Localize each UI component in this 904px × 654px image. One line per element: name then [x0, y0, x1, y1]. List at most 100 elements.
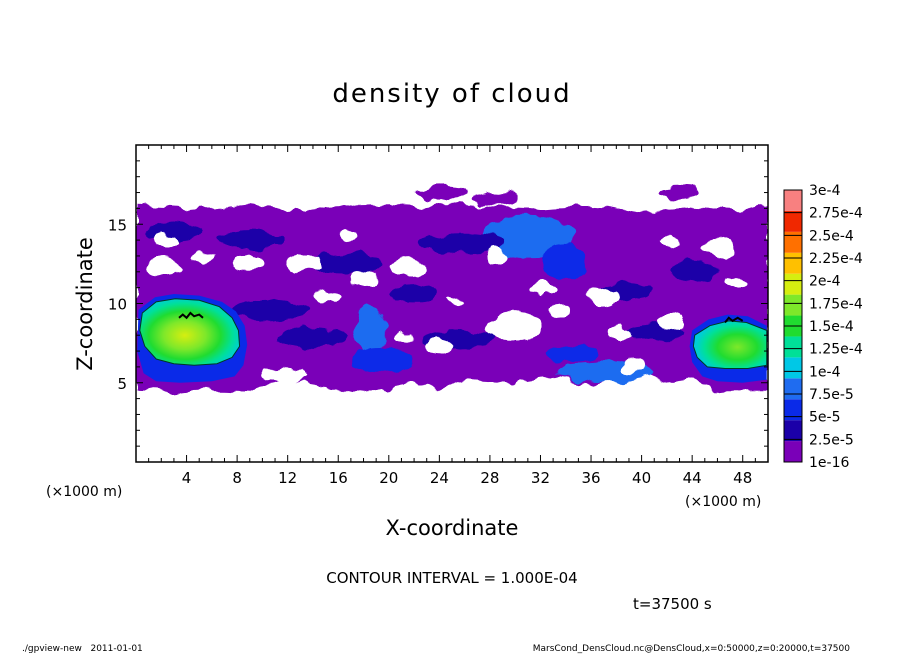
contour-lines	[178, 311, 744, 324]
y-tick-labels: 5 10 15	[108, 216, 127, 393]
clear-hole	[156, 233, 179, 247]
right-core	[689, 314, 768, 383]
colorbar-label: 1e-16	[809, 455, 849, 471]
clear-hole	[656, 236, 677, 247]
clear-hole	[530, 282, 556, 296]
clear-hole	[192, 249, 216, 263]
x-tick-label: 32	[531, 469, 550, 487]
colorbar-label: 2.5e-4	[809, 228, 854, 244]
y-tick-label: 15	[108, 216, 127, 234]
blue-patch	[666, 262, 718, 282]
x-tick-label: 28	[480, 469, 499, 487]
colorbar-swatch	[784, 252, 802, 274]
colorbar-swatch	[784, 231, 802, 253]
clear-hole	[623, 360, 647, 374]
x-tick-label: 36	[581, 469, 600, 487]
purple-puff	[472, 192, 518, 206]
colorbar-swatch	[784, 210, 802, 232]
clear-hole	[392, 259, 423, 275]
x-tick-label: 4	[182, 469, 192, 487]
purple-puff	[417, 185, 469, 200]
x-tick-label: 16	[329, 469, 348, 487]
footer-left: ./gpview-new 2011-01-01	[22, 644, 143, 654]
y-axis-label: Z-coordinate	[73, 237, 97, 371]
footer-right: MarsCond_DensCloud.nc@DensCloud,x=0:5000…	[533, 644, 850, 654]
contour-line	[724, 316, 744, 324]
blue-patch	[306, 252, 383, 275]
x-unit-left: (×1000 m)	[46, 484, 122, 500]
clear-hole	[393, 332, 412, 342]
clear-hole	[286, 255, 325, 272]
blue-patch	[354, 303, 386, 355]
colorbar-swatch	[784, 336, 802, 358]
blue-patch	[277, 328, 349, 348]
clear-hole	[585, 287, 622, 307]
clear-hole	[349, 271, 378, 288]
colorbar-swatch	[784, 378, 802, 400]
clear-hole	[701, 238, 734, 258]
clear-hole	[336, 230, 355, 241]
left-core	[137, 294, 248, 383]
contour-interval: CONTOUR INTERVAL = 1.000E-04	[326, 569, 577, 587]
x-tick-label: 44	[683, 469, 702, 487]
colorbar-swatch	[784, 399, 802, 421]
colorbar-swatch	[784, 190, 802, 211]
y-tick-label: 5	[117, 375, 127, 393]
clear-holes	[147, 230, 747, 383]
colorbar-label: 2.75e-4	[809, 206, 863, 222]
x-tick-label: 40	[632, 469, 651, 487]
colorbar-label: 1.5e-4	[809, 319, 854, 335]
blue-patch	[216, 230, 283, 250]
x-axis-label: X-coordinate	[386, 516, 519, 540]
field	[136, 185, 768, 393]
x-tick-label: 24	[430, 469, 449, 487]
clear-hole	[546, 305, 573, 318]
clear-hole	[484, 313, 546, 342]
chart-title: density of cloud	[332, 79, 571, 109]
colorbar-label: 5e-5	[809, 410, 840, 426]
colorbar-label: 1.25e-4	[809, 342, 863, 358]
purple-puff	[659, 186, 700, 199]
clear-hole	[261, 366, 307, 383]
x-tick-label: 48	[733, 469, 752, 487]
clear-hole	[232, 254, 263, 271]
blue-patch	[228, 300, 310, 320]
colorbar-label: 3e-4	[809, 183, 841, 199]
colorbar-label: 1.75e-4	[809, 296, 863, 312]
blue-patch	[349, 347, 416, 374]
blue-patch	[388, 286, 440, 302]
contour-line	[178, 311, 204, 320]
x-tick-label: 8	[232, 469, 242, 487]
colorbar-label: 2.5e-5	[809, 432, 854, 448]
clear-hole	[606, 324, 632, 340]
clear-hole	[424, 336, 455, 356]
colorbar-label: 2.25e-4	[809, 251, 863, 267]
clear-hole	[147, 257, 181, 277]
colorbar-swatch	[784, 357, 802, 379]
clear-hole	[482, 248, 508, 264]
left-core-inner	[139, 298, 241, 366]
colorbar-label: 2e-4	[809, 274, 841, 290]
blue-patch	[546, 344, 598, 361]
colorbar-label: 7.5e-5	[809, 387, 854, 403]
blue-filaments	[146, 214, 718, 383]
x-tick-labels: 4 8 12 16 20 24 28 32 36 40 44 48	[182, 469, 752, 487]
colorbar-swatch	[784, 420, 802, 442]
clear-hole	[312, 289, 339, 302]
colorbar: 3e-4 2.75e-4 2.5e-4 2.25e-4 2e-4 1.75e-4 1.5e-…	[783, 183, 863, 471]
clear-hole	[726, 278, 747, 288]
y-tick-label: 10	[108, 296, 127, 314]
x-tick-label: 20	[379, 469, 398, 487]
clear-hole	[655, 313, 686, 333]
colorbar-swatch	[784, 441, 802, 462]
x-tick-label: 12	[278, 469, 297, 487]
blue-patch	[540, 244, 586, 280]
ticks	[136, 145, 768, 462]
blue-patch	[421, 233, 508, 253]
x-unit-right: (×1000 m)	[685, 494, 761, 510]
colorbar-swatch	[784, 273, 802, 295]
colorbar-swatch	[784, 294, 802, 316]
colorbar-label: 1e-4	[809, 364, 841, 380]
clear-hole	[448, 295, 464, 306]
